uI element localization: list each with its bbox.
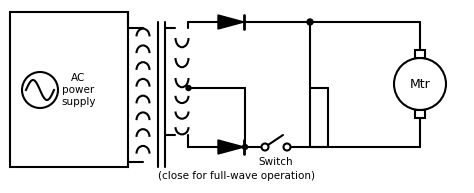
Bar <box>10 12 128 167</box>
Text: Mtr: Mtr <box>410 78 430 91</box>
Circle shape <box>243 145 247 150</box>
Circle shape <box>283 144 291 151</box>
Circle shape <box>186 85 191 91</box>
Circle shape <box>262 144 268 151</box>
Text: AC
power
supply: AC power supply <box>61 73 96 107</box>
Polygon shape <box>218 140 244 154</box>
Bar <box>415 110 425 118</box>
Text: Switch: Switch <box>259 157 293 167</box>
Polygon shape <box>218 15 244 29</box>
Circle shape <box>307 19 313 25</box>
Circle shape <box>394 58 446 110</box>
Text: (close for full-wave operation): (close for full-wave operation) <box>158 171 316 181</box>
Bar <box>415 50 425 58</box>
Circle shape <box>22 72 58 108</box>
